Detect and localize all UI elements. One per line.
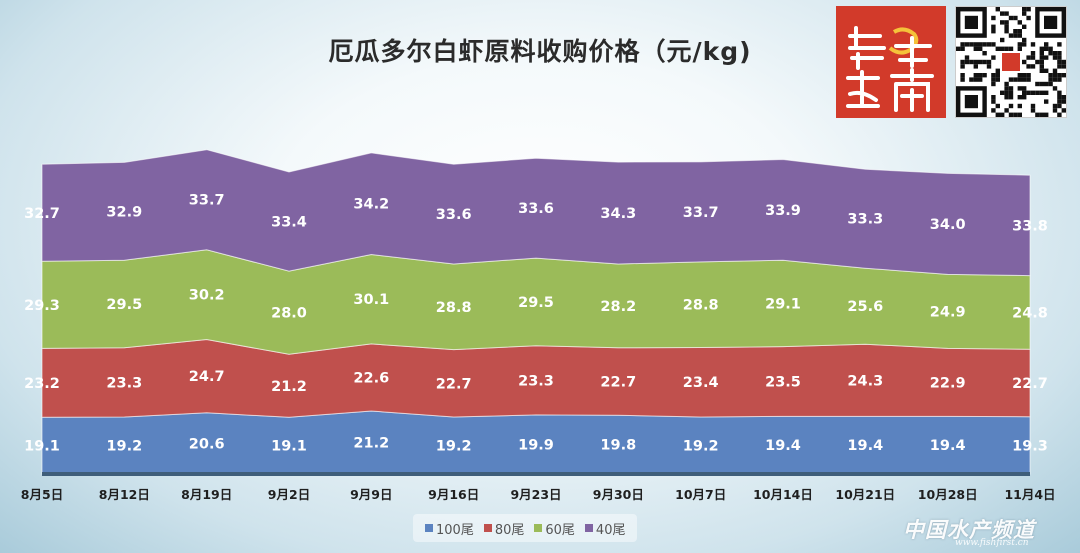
data-label: 19.2 (683, 439, 719, 455)
qr-code-icon (956, 7, 1067, 118)
data-label: 24.9 (930, 304, 966, 320)
data-label: 33.6 (518, 201, 554, 217)
data-label: 22.6 (353, 371, 389, 387)
legend-item: 80尾 (483, 519, 525, 538)
data-label: 34.2 (353, 197, 389, 213)
legend-label: 60尾 (545, 522, 575, 538)
data-label: 24.8 (1012, 305, 1048, 321)
data-label: 33.6 (436, 207, 472, 223)
data-label: 21.2 (271, 379, 307, 395)
data-label: 29.5 (106, 297, 142, 313)
data-label: 24.7 (189, 369, 225, 385)
series-area-40-3 (41, 149, 1031, 277)
data-label: 22.7 (436, 376, 472, 392)
data-label: 29.5 (518, 295, 554, 311)
data-label: 33.7 (189, 193, 225, 209)
data-label: 33.4 (271, 215, 307, 231)
data-label: 32.9 (106, 204, 142, 220)
data-label: 19.8 (600, 438, 636, 454)
data-label: 22.7 (1012, 376, 1048, 392)
data-label: 29.1 (765, 296, 801, 312)
data-label: 28.8 (683, 298, 719, 314)
legend-swatch (425, 524, 433, 532)
x-tick-label: 9月2日 (268, 487, 310, 502)
x-tick-label: 10月28日 (918, 487, 978, 502)
data-label: 19.4 (765, 438, 801, 454)
x-tick-label: 9月23日 (510, 487, 561, 502)
data-label: 23.3 (106, 375, 142, 391)
data-label: 19.4 (847, 438, 883, 454)
x-tick-label: 8月5日 (21, 487, 63, 502)
data-label: 33.8 (1012, 218, 1048, 234)
watermark: 中国水产频道 (903, 518, 1035, 542)
data-label: 19.3 (1012, 438, 1048, 454)
data-label: 34.0 (930, 217, 966, 233)
data-label: 23.4 (683, 375, 719, 391)
area-layer (41, 149, 1031, 475)
legend-item: 60尾 (534, 519, 575, 538)
data-label: 23.2 (24, 376, 60, 392)
legend: 100尾 80尾 60尾 40尾 (413, 514, 638, 542)
x-tick-label: 9月9日 (350, 487, 392, 502)
x-tick-label: 10月7日 (675, 487, 726, 502)
x-tick-layer: 8月5日 8月12日 8月19日 9月2日 9月9日 9月16日 9月23日 9月30日 10月… (21, 487, 1056, 502)
data-label: 19.9 (518, 437, 554, 453)
legend-swatch (534, 524, 543, 532)
data-label-layer: 19.1 19.2 20.6 19.1 21.2 19.2 19.9 19.8 19.2 19.4… (24, 193, 1048, 455)
brand-logo (836, 6, 946, 118)
data-label: 28.8 (436, 300, 472, 316)
data-label: 25.6 (847, 299, 883, 315)
data-label: 24.3 (847, 373, 883, 389)
data-label: 30.2 (189, 288, 225, 304)
legend-label: 80尾 (494, 522, 525, 538)
legend-label: 40尾 (595, 522, 626, 538)
data-label: 20.6 (189, 436, 225, 452)
data-label: 28.0 (271, 306, 307, 322)
legend-item: 40尾 (584, 519, 626, 538)
data-label: 22.9 (930, 375, 966, 391)
data-label: 19.1 (24, 439, 60, 455)
x-tick-label: 10月21日 (835, 487, 895, 502)
data-label: 23.3 (518, 373, 554, 389)
data-label: 34.3 (600, 206, 636, 222)
watermark-url: www.fishfirst.cn (955, 538, 1029, 548)
data-label: 33.9 (765, 203, 801, 219)
data-label: 19.2 (436, 439, 472, 455)
data-label: 32.7 (24, 206, 60, 222)
data-label: 23.5 (765, 375, 801, 391)
x-tick-label: 9月30日 (593, 487, 644, 502)
x-tick-label: 10月14日 (753, 487, 813, 502)
data-label: 29.3 (24, 298, 60, 314)
x-tick-label: 8月12日 (99, 487, 150, 502)
data-label: 21.2 (353, 436, 389, 452)
data-label: 19.4 (930, 438, 966, 454)
qr-code (955, 6, 1067, 118)
x-tick-label: 11月4日 (1004, 487, 1055, 502)
data-label: 19.1 (271, 439, 307, 455)
data-label: 33.7 (683, 205, 719, 221)
legend-item: 100尾 (425, 519, 474, 538)
data-label: 28.2 (600, 299, 636, 315)
x-tick-label: 9月16日 (428, 487, 479, 502)
data-label: 30.1 (353, 292, 389, 308)
data-label: 19.2 (106, 439, 142, 455)
data-label: 22.7 (600, 375, 636, 391)
logo-glyph-icon (836, 6, 946, 118)
x-tick-label: 8月19日 (181, 487, 232, 502)
chart-title: 厄瓜多尔白虾原料收购价格（元/kg) (328, 37, 752, 66)
legend-swatch (584, 524, 593, 532)
legend-label: 100尾 (436, 522, 474, 538)
data-label: 33.3 (847, 212, 883, 228)
legend-swatch (483, 524, 492, 532)
